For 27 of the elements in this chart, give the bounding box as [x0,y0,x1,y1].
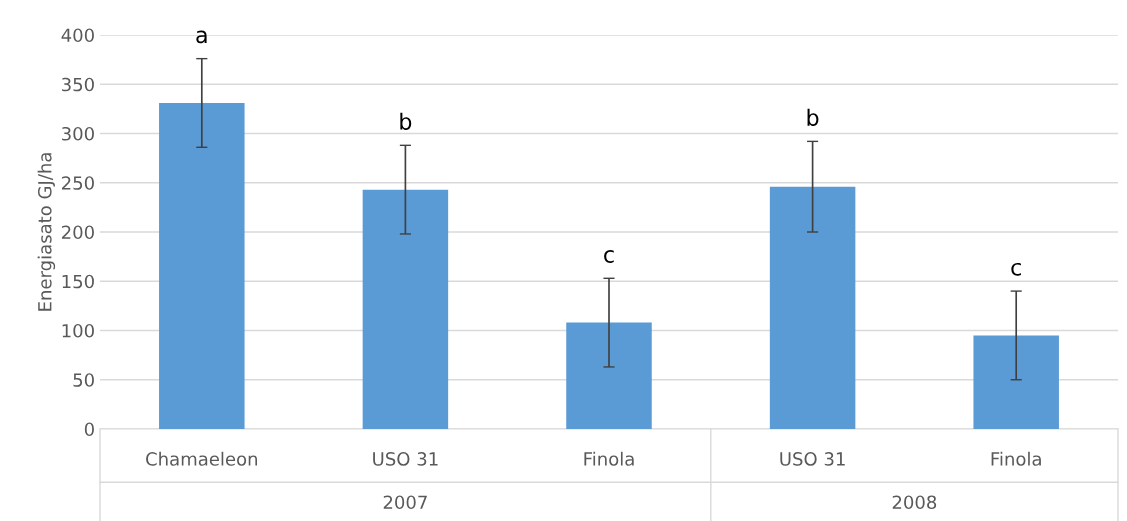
y-tick-label: 200 [62,225,94,240]
text: 2008 [892,495,937,510]
y-tick-label: 50 [73,373,94,387]
y-tick-label: 250 [62,176,94,190]
y-tick-label: 100 [62,323,94,338]
text: 2007 [383,495,427,510]
bar [769,186,856,429]
x-tick-label: USO 31 [780,452,845,466]
annotation: b [400,112,412,130]
bar [362,189,449,429]
y-tick-label: 150 [62,274,94,289]
y-tick-label: 300 [62,126,94,141]
x-tick-label: Chamaeleon [146,451,258,466]
y-tick-label: 0 [84,422,94,437]
annotation: c [604,250,614,263]
y-tick-label: 400 [61,28,94,43]
annotation: b [807,108,819,126]
y-axis-title: Energiasato GJ/ha [37,153,56,311]
annotation: a [196,30,207,44]
x-tick-label: Finola [584,451,634,466]
x-tick-label: Finola [991,451,1041,466]
bar [566,322,652,429]
bar [159,102,245,429]
y-tick-label: 350 [62,77,94,92]
x-tick-label: USO 31 [373,452,438,466]
annotation: c [1011,262,1021,276]
bar [973,335,1059,429]
